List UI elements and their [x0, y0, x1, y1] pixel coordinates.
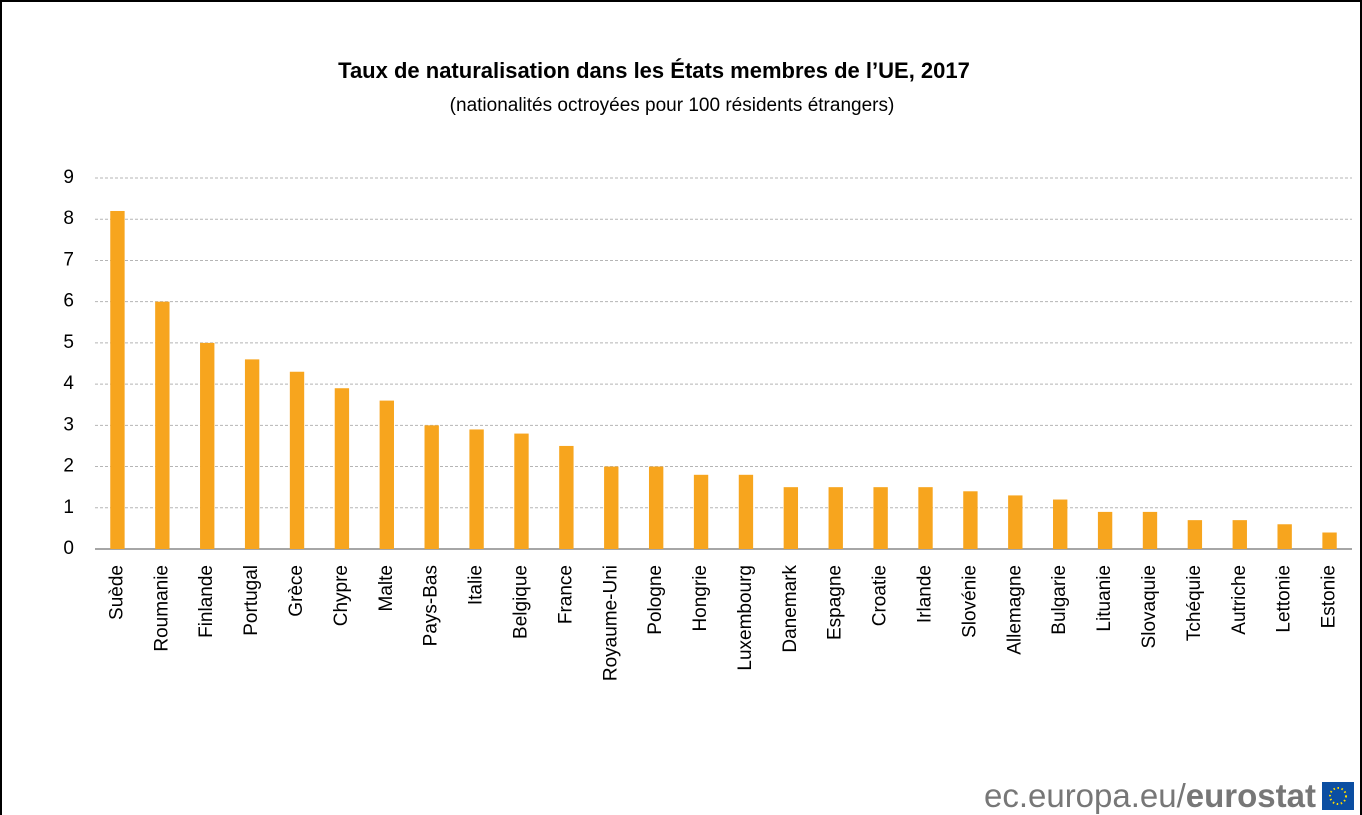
- chart-title: Taux de naturalisation dans les États me…: [338, 58, 970, 83]
- footer-brand: eurostat: [1186, 777, 1316, 814]
- bar: [963, 491, 978, 549]
- bar: [604, 466, 619, 549]
- x-tick-label: Malte: [376, 565, 397, 611]
- bar: [110, 210, 125, 549]
- x-tick-label: Luxembourg: [735, 565, 756, 671]
- x-tick-label: France: [555, 565, 576, 624]
- chart-subtitle: (nationalités octroyées pour 100 résiden…: [450, 95, 895, 116]
- bar: [783, 487, 799, 549]
- bar: [155, 301, 170, 549]
- bar: [738, 474, 754, 549]
- x-tick-label: Slovénie: [959, 565, 980, 638]
- bar: [514, 433, 529, 549]
- x-tick-label: Lituanie: [1094, 565, 1115, 632]
- bar: [1187, 520, 1203, 549]
- y-tick-label: 3: [63, 414, 74, 435]
- x-tick-label: Pologne: [645, 565, 666, 635]
- x-tick-label: Espagne: [825, 565, 846, 640]
- x-tick-label: Roumanie: [151, 565, 172, 652]
- bar: [1277, 524, 1292, 549]
- x-tick-label: Suède: [106, 565, 127, 620]
- eu-flag: [1322, 782, 1354, 810]
- y-tick-label: 7: [63, 249, 74, 270]
- x-tick-label: Chypre: [331, 565, 352, 626]
- x-tick-label: Grèce: [286, 565, 307, 617]
- y-tick-label: 5: [63, 332, 74, 353]
- bar: [828, 487, 843, 549]
- x-tick-label: Pays-Bas: [421, 565, 442, 646]
- bar: [244, 359, 260, 549]
- x-tick-label: Tchéquie: [1184, 565, 1205, 641]
- x-tick-label: Danemark: [780, 565, 801, 653]
- bar: [1053, 499, 1068, 549]
- bar: [648, 466, 664, 549]
- x-tick-label: Portugal: [241, 565, 262, 636]
- bar: [200, 342, 215, 549]
- y-tick-label: 8: [63, 208, 74, 229]
- bar: [379, 400, 394, 549]
- bar: [1008, 495, 1023, 549]
- x-tick-label: Finlande: [196, 565, 217, 638]
- bar: [469, 429, 484, 549]
- y-tick-label: 9: [63, 167, 74, 188]
- x-tick-label: Royaume-Uni: [600, 565, 621, 681]
- footer-site: ec.europa.eu/: [984, 777, 1187, 814]
- x-tick-label: Allemagne: [1004, 565, 1025, 655]
- bar: [693, 474, 709, 549]
- bar: [1142, 511, 1158, 549]
- y-tick-label: 4: [63, 373, 74, 394]
- bar: [424, 425, 439, 549]
- y-tick-label: 0: [63, 538, 74, 559]
- x-tick-label: Italie: [466, 565, 487, 605]
- x-tick-label: Croatie: [870, 565, 891, 626]
- bar: [559, 445, 574, 549]
- y-tick-label: 1: [63, 497, 74, 518]
- bar: [289, 371, 305, 549]
- x-tick-label: Autriche: [1229, 565, 1250, 635]
- x-tick-label: Bulgarie: [1049, 565, 1070, 635]
- bar: [873, 487, 888, 549]
- x-tick-label: Lettonie: [1274, 565, 1295, 633]
- x-tick-label: Hongrie: [690, 565, 711, 632]
- x-tick-label: Belgique: [510, 565, 531, 639]
- y-tick-label: 6: [63, 291, 74, 312]
- bar: [334, 388, 350, 549]
- bar: [1322, 532, 1337, 549]
- bar: [1232, 520, 1247, 549]
- bar: [918, 487, 933, 549]
- x-tick-label: Estonie: [1319, 565, 1340, 628]
- x-tick-label: Slovaquie: [1139, 565, 1160, 648]
- bar: [1097, 511, 1113, 549]
- footer: ec.europa.eu/eurostat: [984, 777, 1316, 814]
- y-tick-label: 2: [63, 456, 74, 477]
- x-tick-label: Irlande: [915, 565, 936, 623]
